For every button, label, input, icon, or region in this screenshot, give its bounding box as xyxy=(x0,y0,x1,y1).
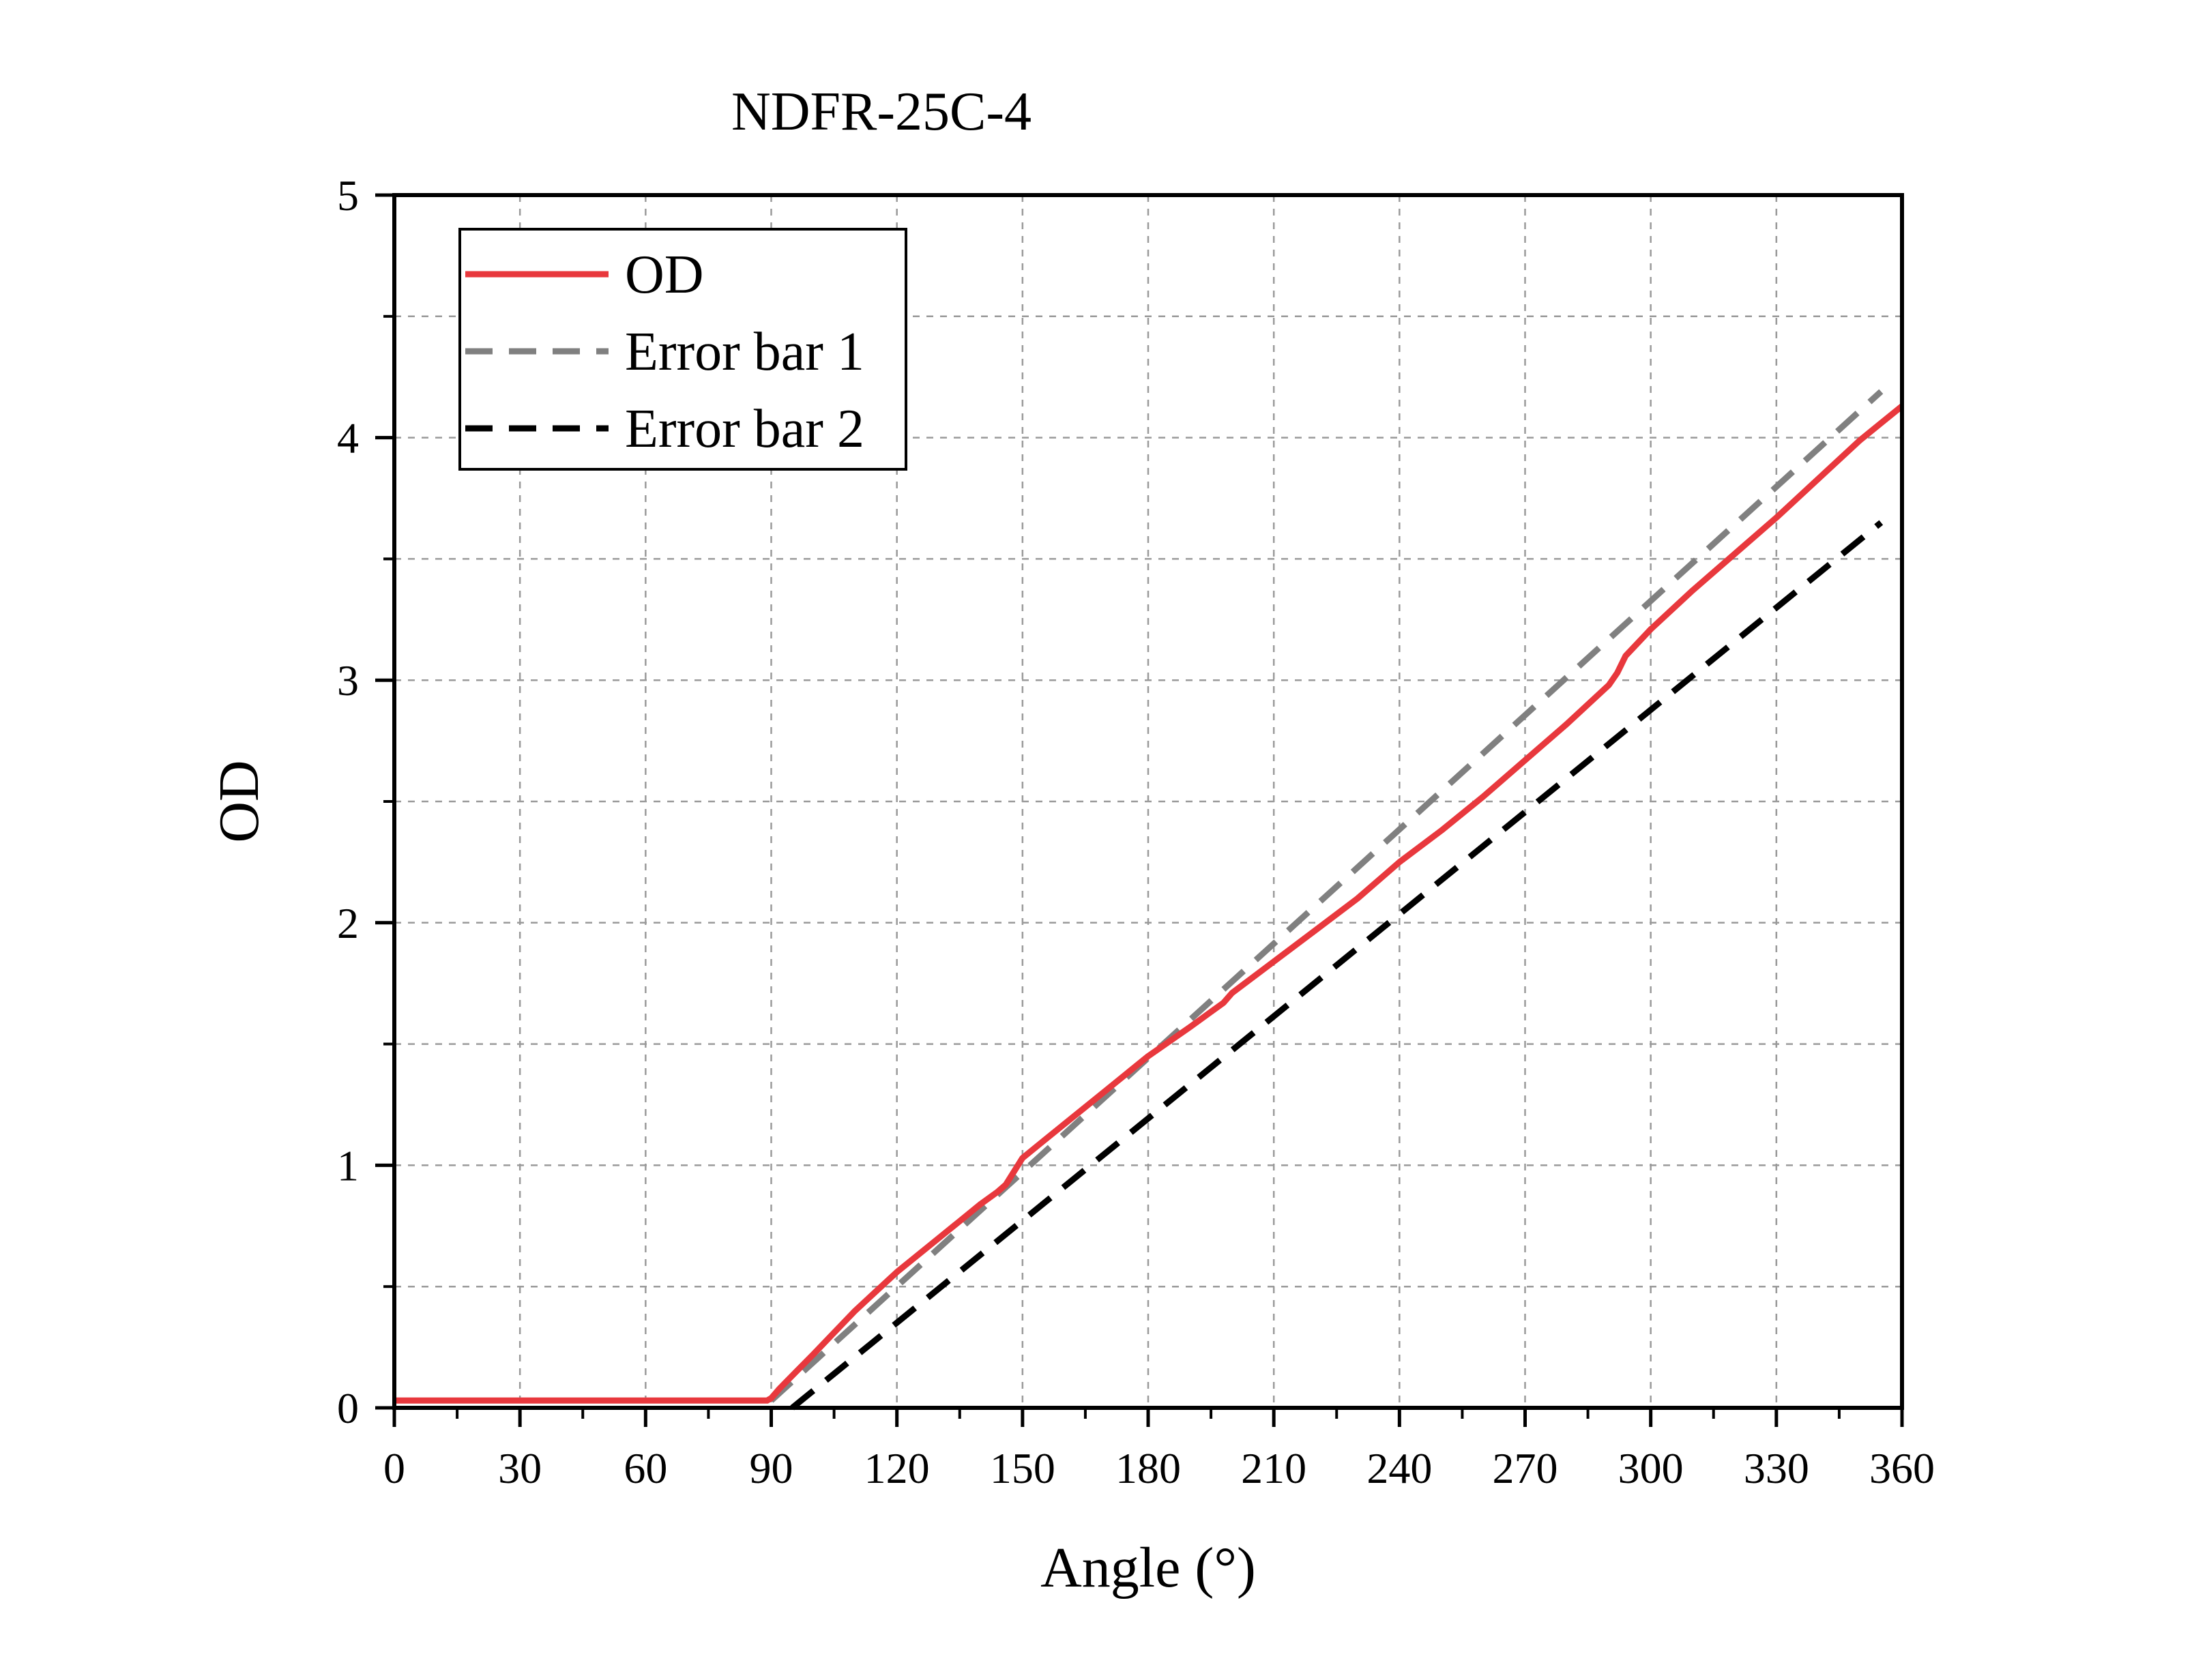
x-tick-label: 90 xyxy=(750,1444,793,1492)
grid xyxy=(394,195,1902,1408)
x-tick-label: 360 xyxy=(1869,1444,1935,1492)
x-axis: 0 30 60 90 120 150 180 210 240 270 300 330 360 xyxy=(383,1408,1935,1492)
x-tick-label: 270 xyxy=(1493,1444,1558,1492)
series-line-error-bar-2 xyxy=(790,520,1884,1411)
x-tick-label: 150 xyxy=(990,1444,1055,1492)
legend-label-error-bar-2: Error bar 2 xyxy=(625,399,864,459)
y-tick-label: 0 xyxy=(337,1384,359,1432)
x-tick-label: 30 xyxy=(498,1444,542,1492)
x-tick-label: 120 xyxy=(864,1444,930,1492)
x-tick-label: 210 xyxy=(1241,1444,1306,1492)
x-tick-label: 180 xyxy=(1115,1444,1181,1492)
y-tick-label: 3 xyxy=(337,656,359,705)
series-layer xyxy=(394,389,1904,1411)
x-axis-label: Angle (°) xyxy=(1040,1536,1256,1600)
x-tick-label: 330 xyxy=(1744,1444,1809,1492)
y-axis: 0 1 2 3 4 5 xyxy=(337,171,394,1432)
legend-label-error-bar-1: Error bar 1 xyxy=(625,322,864,382)
chart-title: NDFR-25C-4 xyxy=(731,82,1032,142)
y-axis-label: OD xyxy=(207,760,271,842)
legend: OD Error bar 1 Error bar 2 xyxy=(458,228,907,471)
series-line-od xyxy=(394,403,1904,1404)
y-tick-label: 2 xyxy=(337,899,359,947)
y-tick-label: 1 xyxy=(337,1141,359,1190)
y-tick-label: 4 xyxy=(337,414,359,462)
x-tick-label: 240 xyxy=(1366,1444,1432,1492)
y-tick-label: 5 xyxy=(337,171,359,220)
legend-label-od: OD xyxy=(625,245,704,305)
series-line-error-bar-1 xyxy=(769,389,1884,1403)
x-tick-label: 0 xyxy=(383,1444,405,1492)
x-tick-label: 300 xyxy=(1618,1444,1684,1492)
x-tick-label: 60 xyxy=(624,1444,667,1492)
